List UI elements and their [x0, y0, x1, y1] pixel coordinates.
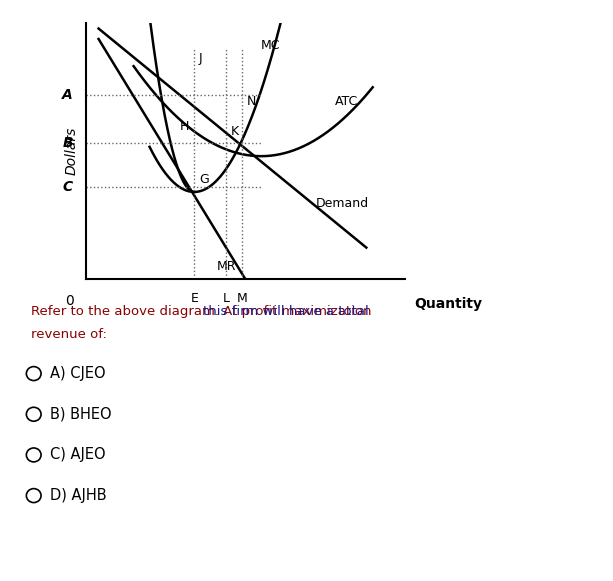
Text: revenue of:: revenue of:: [31, 328, 107, 341]
Text: N: N: [247, 95, 256, 107]
Text: M: M: [237, 292, 248, 304]
Text: B: B: [63, 137, 73, 150]
Y-axis label: Dollars: Dollars: [65, 127, 79, 175]
Text: L: L: [223, 292, 230, 304]
Text: A: A: [63, 88, 73, 102]
Text: 0: 0: [66, 294, 74, 308]
Text: K: K: [231, 125, 239, 138]
Text: H: H: [180, 120, 189, 133]
Text: MC: MC: [261, 39, 281, 52]
Text: J: J: [199, 52, 203, 66]
Text: C: C: [63, 180, 73, 194]
Text: Refer to the above diagram. At profit maximization: Refer to the above diagram. At profit ma…: [31, 305, 375, 318]
Text: D) AJHB: D) AJHB: [50, 488, 107, 503]
Text: E: E: [190, 292, 198, 304]
Text: A) CJEO: A) CJEO: [50, 366, 106, 381]
Text: B) BHEO: B) BHEO: [50, 407, 112, 422]
Text: MR: MR: [216, 260, 236, 273]
Text: Demand: Demand: [315, 198, 368, 210]
Text: G: G: [199, 173, 209, 185]
Text: Quantity: Quantity: [414, 297, 482, 311]
Text: ATC: ATC: [335, 95, 358, 108]
Text: this firm will have a total: this firm will have a total: [202, 305, 368, 318]
Text: C) AJEO: C) AJEO: [50, 447, 106, 462]
